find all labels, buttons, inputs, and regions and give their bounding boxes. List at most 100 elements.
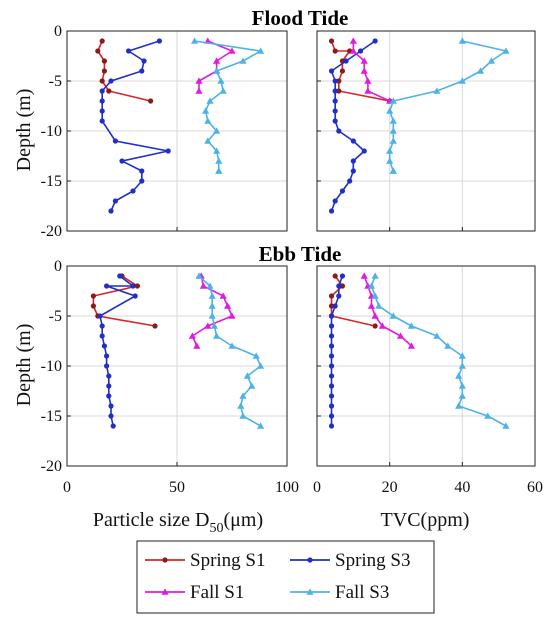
point-fall-s3: [208, 302, 216, 309]
point-spring-s3: [328, 333, 335, 339]
y-tick-label: -15: [41, 173, 62, 190]
point-fall-s3: [386, 147, 394, 154]
point-spring-s3: [117, 273, 123, 279]
point-spring-s3: [119, 158, 125, 164]
point-fall-s3: [389, 127, 397, 134]
point-fall-s3: [389, 167, 397, 174]
point-fall-s3: [202, 107, 210, 114]
panel-ebb-tvc: 0 20 40 60: [313, 265, 543, 496]
point-fall-s1: [407, 342, 416, 349]
point-spring-s3: [104, 283, 110, 289]
point-spring-s3: [332, 78, 338, 84]
point-fall-s1: [228, 47, 236, 54]
point-spring-s3: [132, 293, 138, 299]
point-fall-s3: [228, 342, 236, 349]
point-spring-s1: [328, 38, 335, 44]
point-fall-s3: [195, 272, 203, 279]
y-tick-label: -20: [41, 458, 62, 475]
y-axis-label-bottom: Depth (m): [13, 324, 35, 407]
point-fall-s3: [433, 87, 441, 94]
point-fall-s3: [248, 382, 256, 389]
panel-flood-d50: 0 -5 -10 -15 -20: [41, 23, 288, 240]
x-tick-label: 60: [527, 479, 543, 496]
point-fall-s3: [476, 67, 485, 74]
series-line-spring-s3: [99, 275, 136, 427]
series-line-fall-s1: [191, 275, 233, 347]
point-spring-s3: [112, 138, 118, 144]
point-fall-s1: [371, 312, 379, 319]
point-spring-s3: [332, 88, 338, 94]
series-line-spring-s3: [330, 275, 344, 426]
point-fall-s3: [206, 97, 214, 104]
point-fall-s3: [444, 342, 452, 349]
point-spring-s3: [99, 108, 105, 114]
point-fall-s1: [195, 87, 203, 94]
legend-label: Spring S1: [190, 550, 266, 571]
series-spring-s3: [97, 273, 138, 429]
point-spring-s1: [336, 78, 342, 84]
point-spring-s3: [332, 198, 338, 204]
legend-label: Fall S3: [335, 582, 389, 603]
point-spring-s3: [130, 283, 136, 289]
point-spring-s1: [148, 98, 154, 104]
point-spring-s3: [332, 303, 338, 309]
legend-item-fall-s1: Fall S1: [145, 582, 244, 603]
y-tick-label: -20: [41, 223, 62, 240]
point-fall-s3: [389, 312, 397, 319]
point-fall-s3: [239, 392, 247, 399]
point-spring-s3: [372, 38, 378, 44]
point-spring-s3: [99, 98, 105, 104]
x-axis-label-tvc: TVC(ppm): [381, 509, 470, 531]
series-line-fall-s3: [198, 275, 262, 427]
point-spring-s3: [328, 68, 335, 74]
legend: Spring S1 Spring S3 Fall S1 Fall S3: [136, 540, 435, 614]
point-fall-s3: [458, 362, 466, 369]
point-fall-s3: [210, 322, 218, 329]
point-spring-s3: [339, 273, 346, 279]
y-tick-label: 0: [54, 23, 62, 40]
series-line-fall-s3: [194, 40, 262, 171]
legend-marker: [161, 588, 169, 595]
point-spring-s1: [339, 68, 346, 74]
point-fall-s3: [257, 422, 265, 429]
point-spring-s3: [328, 423, 335, 429]
point-fall-s3: [208, 312, 216, 319]
point-spring-s3: [332, 108, 338, 114]
point-spring-s3: [139, 68, 145, 74]
series-fall-s3: [195, 272, 265, 429]
point-fall-s1: [364, 87, 372, 94]
legend-marker: [162, 557, 168, 563]
point-fall-s3: [239, 57, 247, 64]
legend-label: Fall S1: [190, 582, 244, 603]
point-fall-s3: [371, 292, 379, 299]
point-fall-s3: [484, 412, 492, 419]
legend-item-spring-s3: Spring S3: [290, 550, 411, 571]
point-fall-s1: [349, 47, 357, 54]
point-fall-s3: [389, 117, 397, 124]
point-spring-s3: [350, 168, 356, 174]
point-fall-s3: [487, 57, 495, 64]
point-spring-s3: [339, 188, 346, 194]
point-fall-s3: [433, 332, 441, 339]
point-spring-s1: [90, 303, 96, 309]
series-spring-s1: [95, 38, 154, 104]
point-fall-s1: [360, 67, 368, 74]
point-fall-s1: [349, 37, 357, 44]
point-fall-s3: [386, 157, 394, 164]
point-spring-s3: [358, 48, 364, 54]
point-fall-s1: [360, 272, 368, 279]
point-spring-s1: [336, 88, 342, 94]
point-fall-s3: [455, 402, 463, 409]
point-spring-s3: [332, 98, 338, 104]
point-spring-s3: [361, 148, 367, 154]
y-tick-label: -10: [41, 123, 62, 140]
point-fall-s1: [213, 57, 221, 64]
point-spring-s3: [336, 283, 342, 289]
point-spring-s3: [328, 343, 335, 349]
point-spring-s3: [336, 128, 342, 134]
series-spring-s3: [99, 38, 171, 214]
point-spring-s3: [99, 88, 105, 94]
point-spring-s3: [106, 393, 112, 399]
point-spring-s3: [108, 208, 114, 214]
flood-tide-title: Flood Tide: [252, 6, 349, 30]
